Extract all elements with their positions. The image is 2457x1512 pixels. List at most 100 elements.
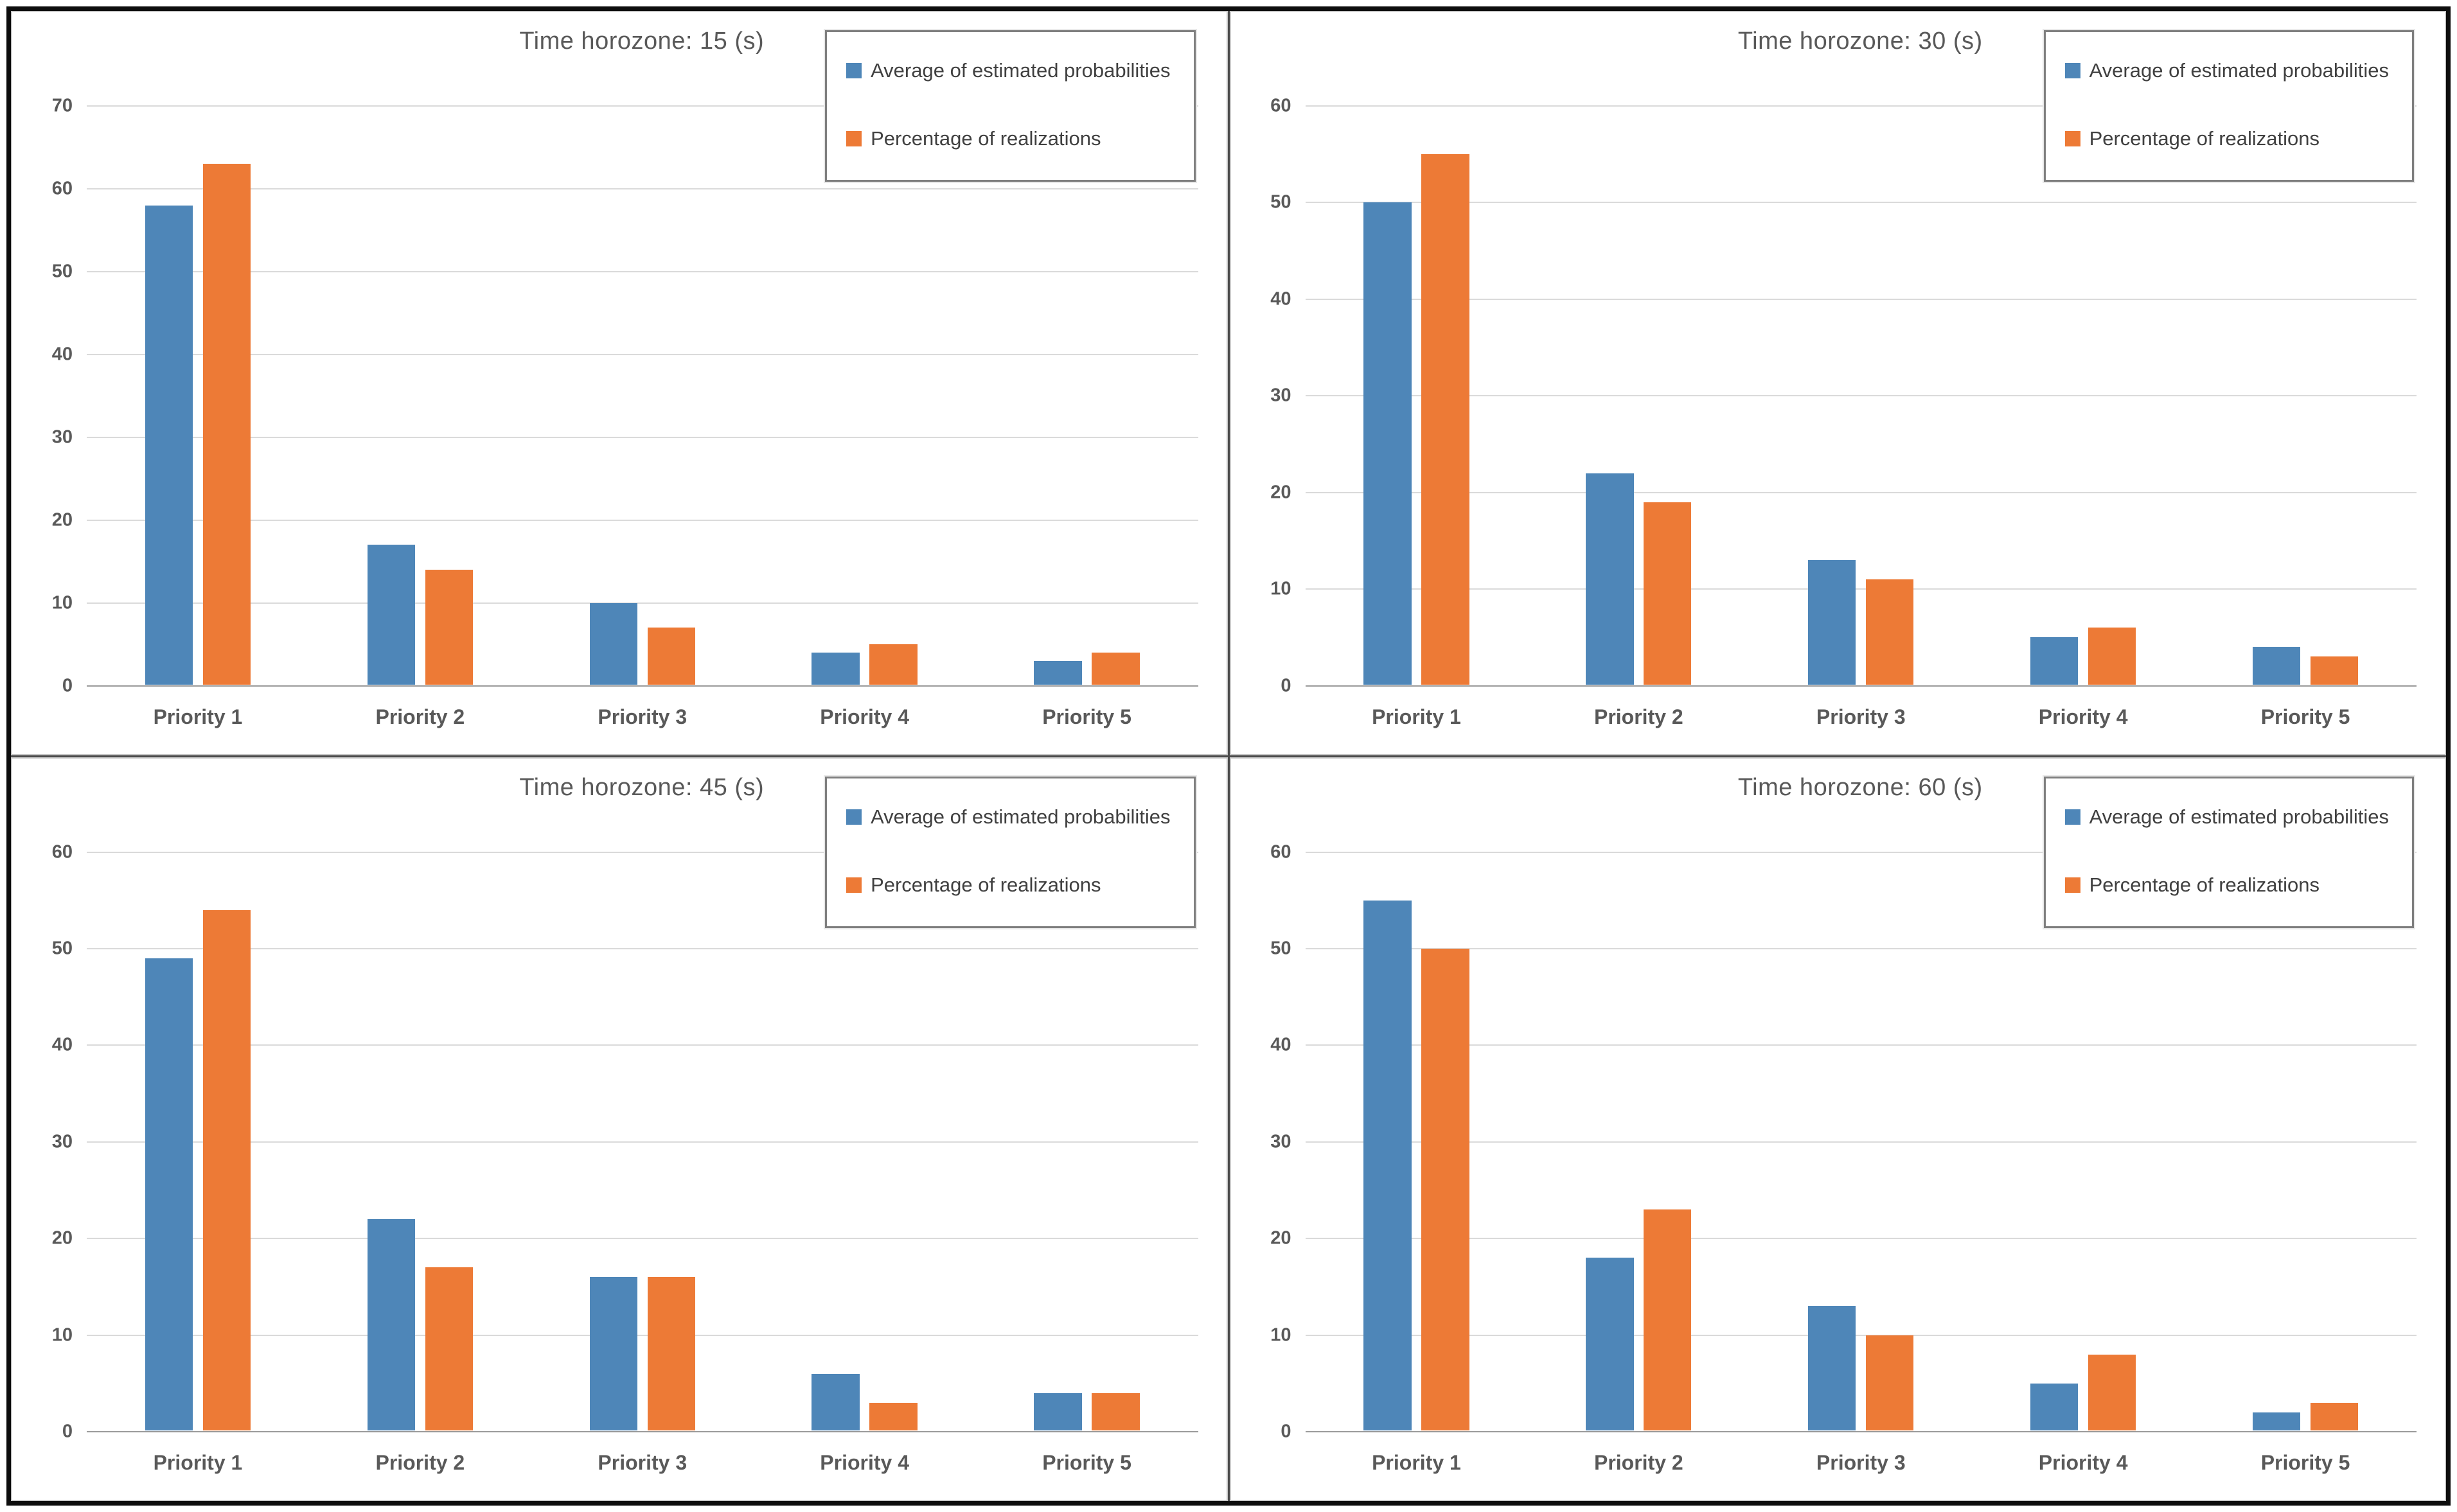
x-axis-line [1305,685,2417,687]
charts-grid: Time horozone: 15 (s) 0 10 20 30 40 50 60 70 Prio… [11,11,2446,1501]
gridline [1305,298,2417,300]
bar-percentage-priority-1 [1421,948,1469,1430]
figure-frame: Time horozone: 15 (s) 0 10 20 30 40 50 60 70 Prio… [6,6,2451,1506]
gridline [87,602,1198,604]
x-category-label: Priority 5 [1042,705,1131,728]
x-category-label: Priority 4 [2038,1451,2128,1474]
bar-average-priority-1 [1363,900,1412,1430]
bar-average-priority-4 [812,652,860,685]
legend-item-percentage: Percentage of realizations [2064,127,2389,150]
legend-label: Percentage of realizations [2089,127,2320,150]
y-tick-label: 20 [1270,1227,1291,1249]
gridline [1305,1141,2417,1143]
bar-average-priority-3 [589,1277,637,1430]
bar-average-priority-3 [589,602,637,685]
y-tick-label: 60 [1270,95,1291,116]
bar-percentage-priority-1 [202,164,251,685]
gridline [1305,1238,2417,1240]
legend-swatch-average-icon [846,63,862,78]
chart-title: Time horozone: 15 (s) [519,28,765,55]
bar-percentage-priority-1 [202,910,251,1430]
legend-swatch-percentage-icon [846,877,862,893]
gridline [1305,851,2417,853]
y-tick-label: 0 [62,1421,73,1442]
plot-area: 0 10 20 30 40 50 60 Priority 1 Priority 2 Priorit… [1270,841,2417,1474]
bar-average-priority-5 [2252,647,2301,685]
legend-item-average: Average of estimated probabilities [2064,805,2389,829]
x-category-label: Priority 4 [820,1451,909,1474]
legend-swatch-percentage-icon [2064,877,2080,893]
legend-item-average: Average of estimated probabilities [846,59,1171,82]
y-tick-label: 50 [51,261,73,282]
bar-average-priority-2 [1586,473,1634,685]
y-tick-label: 0 [1281,1421,1291,1442]
bar-percentage-priority-3 [1866,579,1914,685]
y-tick-label: 20 [51,509,73,531]
x-category-label: Priority 2 [375,705,465,728]
gridline [87,1044,1198,1046]
y-tick-label: 30 [1270,385,1291,406]
chart-panel-1: Time horozone: 15 (s) 0 10 20 30 40 50 60 70 Prio… [11,11,1228,755]
y-tick-label: 40 [51,344,73,365]
bar-percentage-priority-5 [1092,1393,1140,1430]
bar-percentage-priority-5 [2310,1402,2359,1430]
bar-percentage-priority-4 [2088,628,2136,685]
y-tick-label: 60 [51,841,73,862]
bar-percentage-priority-3 [1866,1335,1914,1430]
plot-area: 0 10 20 30 40 50 60 Priority 1 Priority 2 Priorit… [52,841,1198,1474]
gridline [87,1141,1198,1143]
legend-swatch-percentage-icon [2064,131,2080,146]
x-category-label: Priority 1 [153,705,243,728]
y-tick-label: 40 [51,1034,73,1055]
bar-percentage-priority-4 [869,1402,918,1430]
legend-swatch-percentage-icon [846,131,862,146]
gridline [87,105,1198,107]
bar-percentage-priority-4 [2088,1354,2136,1430]
x-category-label: Priority 1 [1372,705,1461,728]
y-tick-label: 0 [62,675,73,696]
gridline [1305,1044,2417,1046]
legend-item-average: Average of estimated probabilities [2064,59,2389,82]
gridline [87,436,1198,438]
gridline [87,353,1198,355]
legend-label: Average of estimated probabilities [2089,805,2389,828]
bar-average-priority-3 [1808,1306,1856,1430]
y-tick-label: 30 [51,426,73,448]
bar-percentage-priority-3 [647,1277,695,1430]
y-tick-label: 0 [1281,675,1291,696]
legend-swatch-average-icon [2064,63,2080,78]
chart-panel-3: Time horozone: 45 (s) 0 10 20 30 40 50 60 Priori… [11,757,1228,1501]
x-category-label: Priority 4 [820,705,909,728]
legend-label: Average of estimated probabilities [871,805,1171,828]
x-axis-line [1305,1431,2417,1432]
legend-swatch-average-icon [2064,809,2080,825]
y-tick-label: 10 [1270,1324,1291,1346]
x-category-label: Priority 2 [375,1451,465,1474]
y-tick-label: 50 [1270,938,1291,959]
bar-percentage-priority-5 [1092,652,1140,685]
bar-average-priority-3 [1808,559,1856,685]
legend-label: Percentage of realizations [2089,873,2320,896]
y-tick-label: 10 [51,592,73,613]
gridline [1305,588,2417,590]
legend-item-percentage: Percentage of realizations [2064,873,2389,897]
bar-average-priority-2 [367,1219,416,1430]
gridline [87,851,1198,853]
gridline [87,188,1198,189]
bar-percentage-priority-2 [1644,1209,1692,1430]
y-tick-label: 60 [51,178,73,199]
gridline [87,1334,1198,1336]
x-category-label: Priority 3 [1816,1451,1906,1474]
bar-percentage-priority-1 [1421,154,1469,685]
legend-label: Percentage of realizations [871,873,1101,896]
bar-average-priority-4 [812,1373,860,1430]
legend-label: Average of estimated probabilities [2089,59,2389,82]
gridline [1305,105,2417,107]
y-tick-label: 40 [1270,288,1291,310]
legend-item-percentage: Percentage of realizations [846,874,1170,897]
x-category-label: Priority 1 [1372,1451,1461,1474]
x-category-label: Priority 5 [1042,1451,1131,1474]
x-category-label: Priority 2 [1593,1451,1683,1474]
x-category-label: Priority 5 [2260,1451,2350,1474]
